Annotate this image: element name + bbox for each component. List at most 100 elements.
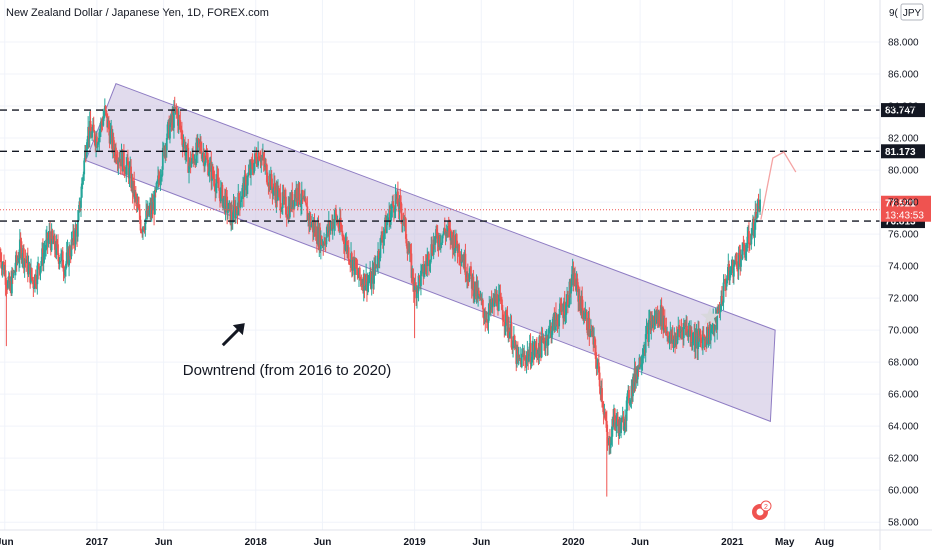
candle-body — [179, 120, 182, 128]
notification-badge[interactable]: 2 — [752, 500, 772, 520]
candle-body — [535, 343, 538, 348]
candle-body — [203, 153, 206, 167]
candle-body — [95, 136, 98, 148]
candle-body — [68, 248, 71, 257]
candle-body — [245, 176, 248, 191]
candle-body — [184, 152, 187, 156]
candle-body — [251, 162, 254, 170]
candle-body — [516, 348, 519, 358]
x-axis[interactable]: Jun 2017 Jun 2018 Jun 2019 Jun 2020 Jun 2021 May Au… — [0, 529, 932, 548]
candle-body — [160, 176, 163, 179]
candle-body — [710, 328, 713, 330]
candle-body — [30, 268, 33, 278]
y-axis-top-tick: 9( — [889, 8, 899, 19]
candle-body — [647, 319, 650, 342]
level-label: 81.173 — [885, 147, 916, 158]
candle-body — [216, 174, 219, 180]
candle-body — [566, 295, 569, 307]
currency-button-frame[interactable] — [900, 3, 924, 21]
x-tick-label: Jun — [314, 537, 332, 548]
candle-body — [159, 178, 162, 184]
y-axis[interactable]: 58.000 60.000 62.000 64.000 66.000 68.000 70.0… — [879, 0, 919, 550]
y-tick-label: 88.000 — [888, 38, 919, 49]
candle-body — [745, 247, 748, 252]
candle-body — [22, 248, 25, 267]
candle-body — [59, 261, 62, 263]
candle-body — [254, 153, 256, 163]
candle-body — [722, 282, 725, 303]
candle-body — [142, 227, 144, 233]
candle-body — [55, 241, 58, 255]
candle-body — [153, 190, 156, 215]
candle-body — [478, 290, 480, 294]
candle-body — [346, 240, 348, 253]
candle-body — [530, 362, 533, 365]
candle-body — [201, 154, 204, 159]
candle-body — [547, 328, 550, 339]
candle-body — [204, 155, 207, 163]
candle-body — [92, 124, 95, 132]
candle-body — [262, 154, 265, 161]
candle-body — [130, 166, 132, 188]
candle-body — [45, 239, 47, 251]
candle-body — [512, 340, 514, 349]
candle-body — [133, 180, 136, 199]
candle-body — [31, 277, 34, 281]
candle-body — [200, 142, 202, 152]
candle-body — [554, 312, 557, 331]
candle-body — [736, 261, 738, 270]
candle-body — [755, 211, 758, 219]
candle-body — [238, 192, 240, 201]
candle-body — [40, 261, 43, 267]
candle-body — [47, 238, 50, 244]
candle-body — [176, 109, 179, 113]
candle-body — [570, 286, 572, 294]
candle-body — [426, 257, 429, 267]
candle-body — [285, 196, 287, 215]
candle-body — [757, 199, 760, 201]
candle-body — [501, 309, 504, 321]
candle-body — [323, 240, 326, 244]
candle-body — [225, 193, 228, 197]
candle-body — [632, 376, 634, 397]
candle-body — [104, 106, 107, 111]
candle-body — [61, 251, 64, 268]
candles — [0, 96, 761, 497]
candle-body — [310, 224, 313, 227]
candle-body — [397, 191, 399, 207]
candle-body — [394, 194, 397, 212]
currency-button[interactable]: JPY — [903, 8, 922, 19]
candle-body — [564, 314, 567, 319]
candle-body — [246, 175, 249, 186]
candle-body — [218, 187, 221, 191]
candle-body — [24, 259, 27, 262]
candle-body — [221, 184, 224, 207]
candle-body — [0, 253, 2, 263]
candle-body — [76, 220, 79, 237]
candle-body — [192, 157, 195, 163]
x-tick-label: Aug — [815, 537, 834, 548]
candle-body — [706, 327, 709, 343]
candle-body — [565, 302, 568, 315]
candle-body — [99, 128, 101, 133]
candle-body — [27, 265, 30, 275]
candle-body — [212, 176, 215, 180]
candle-body — [392, 201, 395, 206]
candle-body — [713, 319, 716, 332]
candle-body — [434, 236, 437, 245]
candle-body — [697, 330, 700, 350]
candle-body — [368, 281, 371, 283]
candle-body — [754, 211, 757, 230]
candle-body — [57, 254, 60, 264]
candle-body — [480, 296, 483, 301]
candle-body — [23, 259, 26, 267]
candle-body — [293, 194, 296, 207]
candle-body — [593, 337, 596, 346]
candle-body — [540, 335, 543, 358]
candle-body — [744, 251, 747, 258]
candle-body — [387, 219, 390, 221]
candle-body — [128, 167, 131, 179]
level-label-bg-1 — [881, 144, 925, 159]
